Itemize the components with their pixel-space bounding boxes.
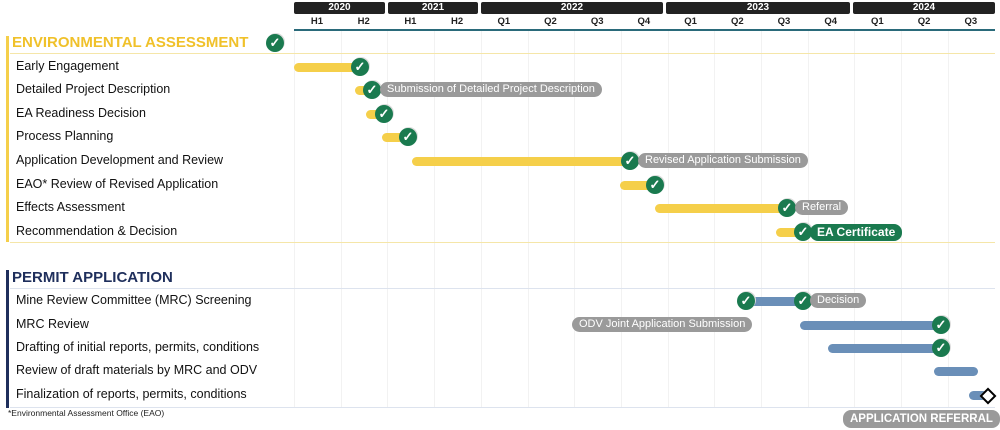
period-header: Q2 [544,16,557,27]
header-rule [294,29,995,31]
check-icon: ✓ [778,199,796,217]
year-header: 2024 [853,2,995,14]
task-name: Finalization of reports, permits, condit… [16,387,247,401]
task-name: EA Readiness Decision [16,106,146,120]
section-title: PERMIT APPLICATION [12,269,173,286]
period-header: Q1 [871,16,884,27]
year-header: 2023 [666,2,850,14]
gridline [901,30,903,408]
period-header: Q3 [777,16,791,27]
task-bar [969,391,988,400]
milestone-label: EA Certificate [810,224,903,241]
milestone-label: Revised Application Submission [638,153,808,168]
period-header: Q1 [684,16,697,27]
task-bar [620,181,655,190]
task-name: Recommendation & Decision [16,224,178,238]
year-header: 2022 [481,2,663,14]
gridline [340,30,342,408]
gridline [714,30,716,408]
year-header: 2020 [294,2,385,14]
gridline [527,30,529,408]
task-name: EAO* Review of Revised Application [16,177,219,191]
milestone-label: Referral [795,200,849,215]
gridline [387,30,389,408]
check-icon: ✓ [351,58,369,76]
gridline [947,30,949,408]
task-bar [382,133,408,142]
milestone-label: APPLICATION REFERRAL [843,410,1000,428]
period-header: Q4 [824,16,838,27]
check-icon: ✓ [646,176,664,194]
gridline [574,30,576,408]
year-header: 2021 [388,2,478,14]
section-title: ENVIRONMENTAL ASSESSMENT [12,34,249,51]
period-header: H2 [451,16,464,27]
task-name: Application Development and Review [16,153,224,167]
task-name: Detailed Project Description [16,82,171,96]
section-accent-ea [6,36,9,242]
check-icon: ✓ [363,81,381,99]
section-rule-permit [10,288,995,289]
check-icon: ✓ [399,128,417,146]
task-name: Effects Assessment [16,200,125,214]
check-icon: ✓ [794,223,812,241]
check-icon: ✓ [794,292,812,310]
gridline [667,30,669,408]
period-header: Q2 [730,16,744,27]
gridline [620,30,622,408]
check-icon: ✓ [621,152,639,170]
period-header: Q1 [497,16,511,27]
task-bar [412,157,630,166]
task-bar [294,63,360,72]
section-accent-permit [6,270,9,408]
check-icon: ✓ [932,339,950,357]
period-header: Q3 [590,16,604,27]
gridline [480,30,482,408]
check-icon: ✓ [737,292,755,310]
check-icon: ✓ [932,316,950,334]
check-icon: ✓ [375,105,393,123]
gridline [294,30,295,408]
section-rule-ea-bottom [10,242,995,243]
gridline [761,30,762,408]
task-bar [655,204,787,213]
task-name: Process Planning [16,129,114,143]
task-bar [800,321,941,330]
task-bar [776,228,803,237]
gridline [807,30,809,408]
task-name: Early Engagement [16,59,119,73]
period-header: H1 [404,16,417,27]
period-header: Q4 [637,16,651,27]
period-header: Q2 [917,16,931,27]
gridline [434,30,436,408]
section-rule-ea [10,53,995,54]
check-icon: ✓ [266,34,284,52]
gridline [854,30,856,408]
task-name: Drafting of initial reports, permits, co… [16,340,260,354]
task-bar [934,367,978,376]
period-header: H2 [357,16,370,27]
period-header: H1 [310,16,324,27]
task-bar [746,297,803,306]
task-name: MRC Review [16,317,89,331]
milestone-label: Decision [810,293,867,308]
section-rule-permit-bottom [10,407,995,408]
milestone-label: ODV Joint Application Submission [572,317,753,332]
task-name: Review of draft materials by MRC and ODV [16,363,258,377]
footnote: *Environmental Assessment Office (EAO) [8,408,165,418]
period-header: Q3 [964,16,978,27]
milestone-label: Submission of Detailed Project Descripti… [380,82,602,97]
task-name: Mine Review Committee (MRC) Screening [16,293,252,307]
task-bar [828,344,941,353]
